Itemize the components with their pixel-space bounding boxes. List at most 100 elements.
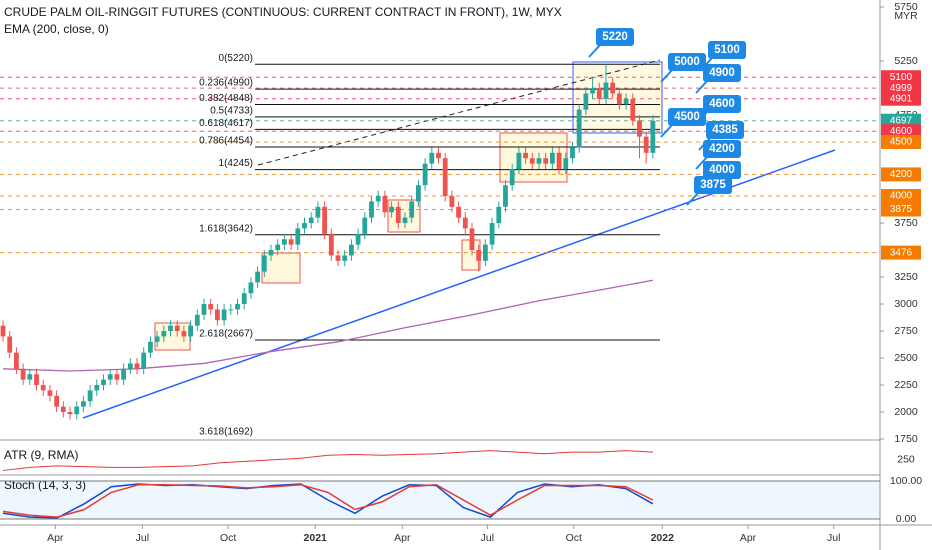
price-tag [881, 81, 921, 96]
candle-body [630, 98, 636, 121]
box [387, 199, 421, 233]
callout-pointer [588, 43, 602, 58]
x-tick-label: 2022 [651, 532, 675, 544]
callout-box [703, 95, 741, 113]
candle-body [248, 282, 254, 294]
candle-body [168, 325, 173, 332]
candle-body [275, 244, 281, 251]
callout-pointer [660, 123, 674, 138]
candle-body [40, 385, 46, 391]
candle-body [315, 206, 321, 218]
candle-body [161, 331, 167, 337]
y-tick-label: 2500 [894, 352, 918, 364]
fib-label: 3.618(1692) [199, 427, 253, 438]
candle-body [141, 352, 147, 369]
candle-body [362, 217, 368, 234]
price-tag [881, 167, 921, 182]
candle-body [81, 401, 86, 407]
candle-body [107, 374, 113, 380]
candle-body [348, 244, 354, 256]
chart-title: CRUDE PALM OIL-RINGGIT FUTURES (CONTINUO… [4, 5, 562, 19]
candle-body [623, 98, 629, 105]
price-tag-label: 3875 [890, 204, 913, 215]
fib-label: 2.618(2667) [199, 329, 253, 340]
candle-body [469, 228, 475, 251]
candle-body [576, 109, 582, 148]
price-tag-label: 5100 [890, 72, 913, 83]
x-tick-label: Apr [740, 532, 757, 544]
candle-body [563, 158, 569, 170]
candle-body [456, 206, 461, 218]
callout-label: 4600 [709, 98, 735, 110]
callout-box [708, 41, 746, 59]
candle-body [603, 82, 609, 99]
candle-body [282, 239, 287, 245]
candle-body [543, 158, 549, 164]
candle-body [496, 206, 502, 224]
trend-line [82, 149, 836, 419]
fib-label: 0.618(4617) [199, 118, 253, 129]
candle-body [54, 395, 60, 407]
candle-body [268, 250, 274, 256]
candle-body [302, 223, 307, 229]
candle-body [449, 196, 455, 207]
candle-body [382, 196, 388, 213]
callout-box [703, 161, 741, 179]
candle-body [549, 152, 555, 164]
candle-body [228, 309, 234, 311]
callout-label: 4900 [709, 67, 735, 79]
candle-body [261, 255, 267, 272]
callout-label: 4000 [709, 164, 735, 176]
candle-body [174, 325, 180, 332]
candle-body [436, 152, 441, 159]
callout-box [668, 108, 706, 126]
candle-body [114, 374, 120, 380]
candle-body [596, 88, 602, 99]
callout-label: 3875 [700, 179, 726, 191]
price-tag-label: 4500 [890, 137, 913, 148]
y-tick-label: 3750 [894, 217, 918, 229]
candle-body [74, 406, 80, 415]
candle-body [121, 368, 127, 380]
x-tick-label: Apr [47, 532, 64, 544]
candle-body [255, 271, 261, 283]
stoch-tick-label: 0.00 [896, 513, 917, 525]
currency: MYR [894, 10, 918, 22]
price-tag [881, 91, 921, 106]
box [261, 252, 301, 284]
candle-body [188, 325, 194, 337]
candle-body [134, 363, 140, 369]
candle-body [570, 147, 575, 159]
candle-body [288, 239, 294, 245]
candle-body [14, 352, 19, 369]
candle-body [389, 206, 394, 213]
candle-body [610, 82, 616, 94]
candle-body [395, 206, 401, 224]
candle-body [60, 406, 66, 413]
candle-body [34, 374, 39, 386]
stoch-tick-label: 100.00 [890, 475, 922, 487]
candle-body [221, 309, 227, 321]
price-tag-label: 4999 [890, 83, 913, 94]
candle-body [328, 233, 334, 256]
candle-body [355, 233, 361, 245]
price-tag-label: 4000 [890, 191, 913, 202]
candle-body [308, 217, 314, 224]
candle-body [369, 201, 374, 218]
candle-body [489, 223, 495, 245]
candle-body [637, 120, 642, 137]
candle-body [127, 363, 133, 369]
candle-body [616, 93, 622, 105]
fib-label: 1(4245) [219, 158, 253, 169]
candle-body [536, 158, 542, 164]
candle-body [482, 244, 488, 261]
candle-body [7, 336, 13, 353]
candle-body [101, 379, 106, 386]
callout-pointer [695, 155, 709, 170]
candle-body [94, 385, 100, 391]
callout-box [596, 28, 634, 46]
fib-label: 0.382(4848) [199, 93, 253, 104]
fib-label: 0.236(4990) [199, 78, 253, 89]
candle-body [342, 255, 348, 261]
candle-body [87, 390, 93, 402]
